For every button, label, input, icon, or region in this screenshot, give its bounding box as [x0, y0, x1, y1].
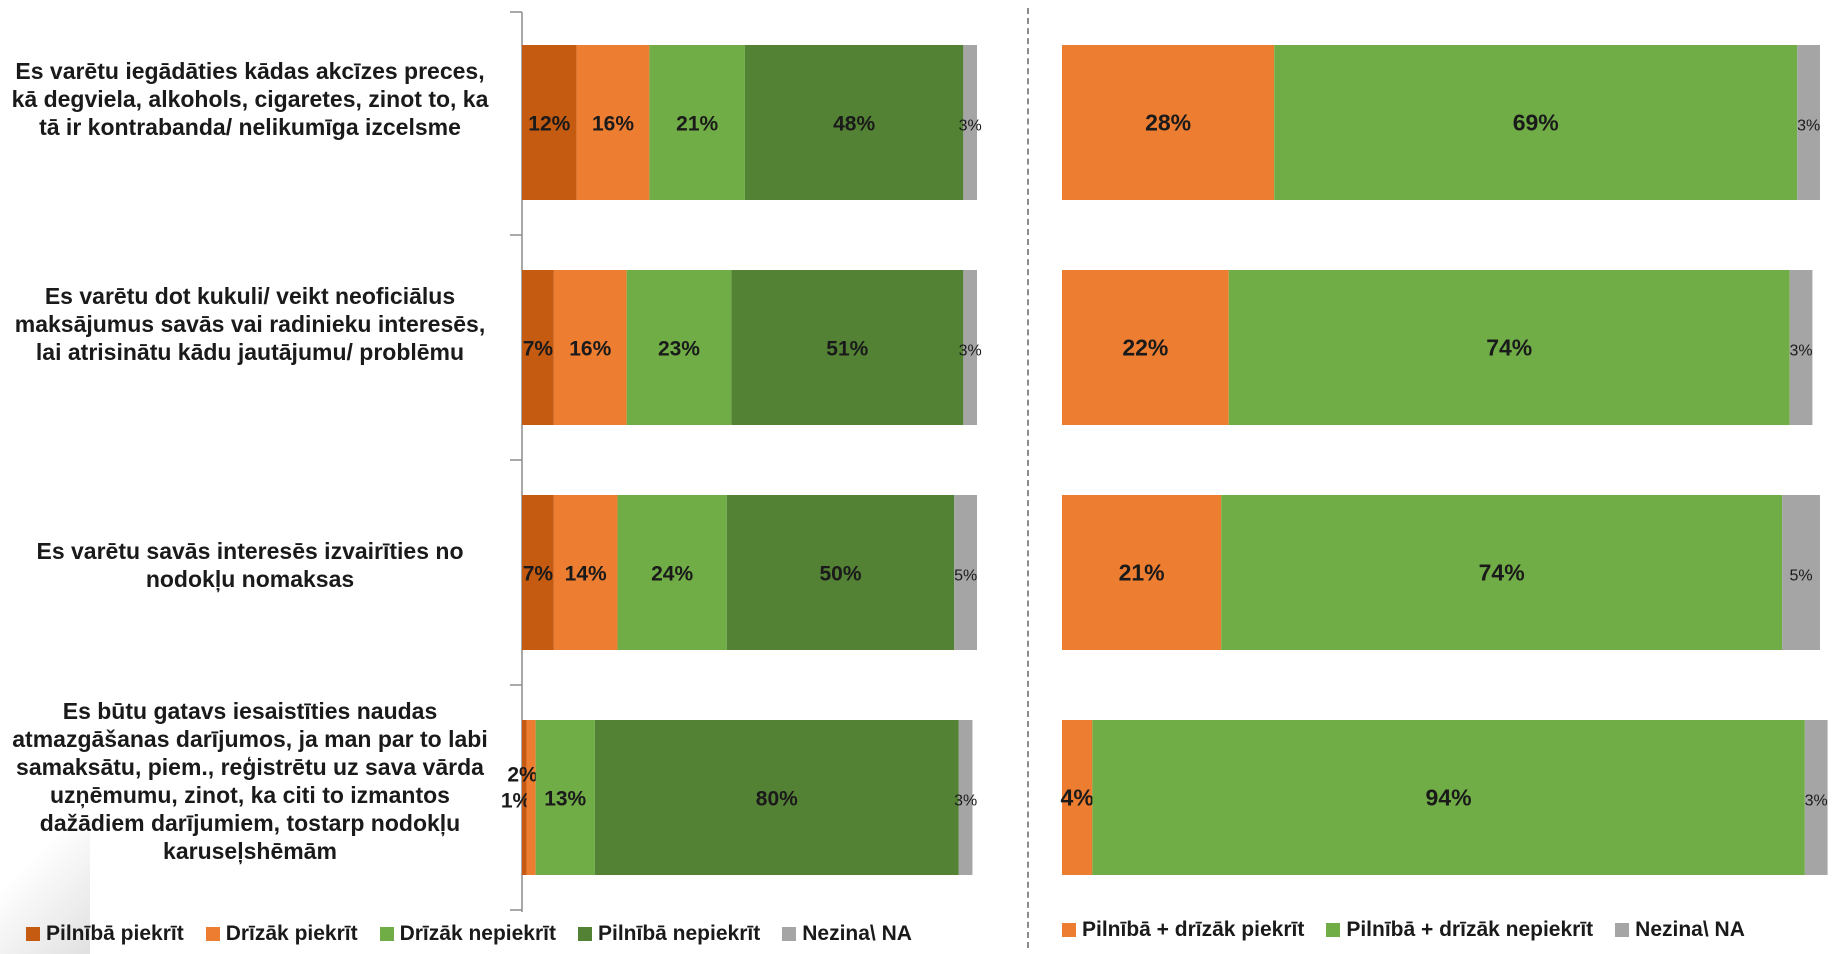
- bar-segment-left-r2-s1: [553, 495, 618, 650]
- data-label: 28%: [1145, 110, 1191, 136]
- data-label: 2%: [507, 764, 538, 787]
- data-label: 7%: [523, 563, 554, 586]
- data-label: 4%: [1061, 785, 1094, 811]
- legend-label: Drīzāk piekrīt: [225, 922, 358, 945]
- legend-swatch: [1615, 923, 1630, 937]
- category-label-bribe: Es varētu dot kukuli/ veikt neoficiālus …: [14, 283, 486, 365]
- legend-item-pilniba-nepiekrit: Pilnībā nepiekrīt: [578, 922, 760, 946]
- data-label: 3%: [959, 118, 982, 135]
- bar-segment-left-r3-s1: [526, 720, 536, 875]
- data-label: 3%: [959, 343, 982, 360]
- bar-segment-left-r1-s0: [522, 270, 554, 425]
- data-label: 21%: [1119, 560, 1165, 586]
- bar-segment-right-r2-s2: [1782, 495, 1820, 650]
- data-label: 48%: [833, 113, 875, 136]
- data-label: 23%: [658, 338, 700, 361]
- legend-item-pilniba-piekrit: Pilnībā piekrīt: [26, 922, 184, 946]
- bar-segment-right-r3-s1: [1092, 720, 1805, 875]
- bar-segment-left-r3-s4: [958, 720, 973, 875]
- legend-swatch: [782, 927, 797, 941]
- bar-segment-right-r2-s0: [1062, 495, 1222, 650]
- bar-segment-right-r0-s2: [1797, 45, 1820, 200]
- category-label-tax-evasion: Es varētu savās interesēs izvairīties no…: [36, 538, 464, 592]
- bar-segment-right-r3-s2: [1804, 720, 1828, 875]
- bar-segment-right-r2-s1: [1221, 495, 1783, 650]
- bar-segment-right-r3-s0: [1062, 720, 1093, 875]
- bar-segment-left-r3-s3: [594, 720, 959, 875]
- panel-divider: [1027, 8, 1029, 948]
- bar-segment-left-r0-s4: [963, 45, 977, 200]
- data-label: 14%: [565, 563, 607, 586]
- data-label: 80%: [756, 788, 798, 811]
- bar-segment-left-r2-s0: [522, 495, 554, 650]
- data-label: 16%: [592, 113, 634, 136]
- data-label: 7%: [523, 338, 554, 361]
- data-label: 12%: [528, 113, 570, 136]
- legend-label: Nezina\ NA: [1635, 918, 1745, 941]
- legend-label: Pilnībā piekrīt: [46, 922, 184, 945]
- legend-item-piekrit-sum: Pilnībā + drīzāk piekrīt: [1062, 918, 1304, 942]
- legend-item-drizak-nepiekrit: Drīzāk nepiekrīt: [379, 922, 556, 946]
- bar-segment-left-r0-s3: [744, 45, 964, 200]
- legend-swatch: [1062, 923, 1076, 937]
- bar-segment-left-r2-s2: [617, 495, 727, 650]
- bar-segment-left-r0-s1: [576, 45, 650, 200]
- category-label-money-laundering: Es būtu gatavs iesaistīties naudas atmaz…: [12, 698, 488, 864]
- legend-label: Pilnībā + drīzāk piekrīt: [1082, 918, 1305, 941]
- data-label: 51%: [826, 338, 868, 361]
- bar-segment-right-r0-s0: [1062, 45, 1275, 200]
- data-label: 5%: [954, 568, 977, 585]
- legend-swatch: [26, 927, 40, 941]
- bar-segment-left-r1-s4: [963, 270, 977, 425]
- legend-label: Nezina\ NA: [802, 922, 912, 945]
- bar-segment-left-r1-s3: [731, 270, 964, 425]
- data-label: 50%: [819, 563, 861, 586]
- data-label: 3%: [954, 793, 977, 810]
- legend-right: Pilnībā + drīzāk piekrīt Pilnībā + drīzā…: [1062, 918, 1745, 942]
- bar-segment-left-r2-s3: [726, 495, 955, 650]
- bar-segment-left-r0-s0: [522, 45, 577, 200]
- bar-segment-left-r0-s2: [649, 45, 745, 200]
- data-label: 94%: [1426, 785, 1472, 811]
- bar-segment-left-r1-s1: [553, 270, 627, 425]
- legend-item-nezina: Nezina\ NA: [782, 922, 912, 946]
- category-label-excise: Es varētu iegādāties kādas akcīzes prece…: [11, 58, 489, 140]
- bar-segment-left-r3-s2: [535, 720, 595, 875]
- bar-segment-left-r2-s4: [954, 495, 977, 650]
- corner-shading: [0, 784, 90, 954]
- data-label: 5%: [1789, 568, 1812, 585]
- legend-item-nezina-right: Nezina\ NA: [1615, 918, 1745, 942]
- legend-swatch: [205, 927, 220, 941]
- legend-item-drizak-piekrit: Drīzāk piekrīt: [205, 922, 358, 946]
- data-label: 74%: [1486, 335, 1532, 361]
- data-label: 74%: [1479, 560, 1525, 586]
- data-label: 24%: [651, 563, 693, 586]
- legend-swatch: [1326, 923, 1341, 937]
- legend-left: Pilnībā piekrīt Drīzāk piekrīt Drīzāk ne…: [26, 922, 934, 946]
- legend-item-nepiekrit-sum: Pilnībā + drīzāk nepiekrīt: [1326, 918, 1593, 942]
- bar-segment-right-r1-s2: [1789, 270, 1813, 425]
- data-label: 1%: [501, 790, 532, 813]
- bar-segment-left-r1-s2: [626, 270, 732, 425]
- legend-label: Pilnībā + drīzāk nepiekrīt: [1346, 918, 1594, 941]
- bar-segment-right-r1-s0: [1062, 270, 1229, 425]
- data-label: 13%: [544, 788, 586, 811]
- bar-segment-right-r1-s1: [1228, 270, 1790, 425]
- bar-segment-right-r0-s1: [1274, 45, 1798, 200]
- data-label: 69%: [1513, 110, 1559, 136]
- data-label: 3%: [1797, 118, 1820, 135]
- bar-segment-left-r3-s0: [522, 720, 527, 875]
- legend-swatch: [578, 927, 592, 941]
- legend-label: Drīzāk nepiekrīt: [399, 922, 556, 945]
- legend-label: Pilnībā nepiekrīt: [598, 922, 761, 945]
- data-label: 21%: [676, 113, 718, 136]
- data-label: 3%: [1789, 343, 1812, 360]
- data-label: 16%: [569, 338, 611, 361]
- data-label: 3%: [1805, 793, 1828, 810]
- legend-swatch: [379, 927, 394, 941]
- data-label: 22%: [1122, 335, 1168, 361]
